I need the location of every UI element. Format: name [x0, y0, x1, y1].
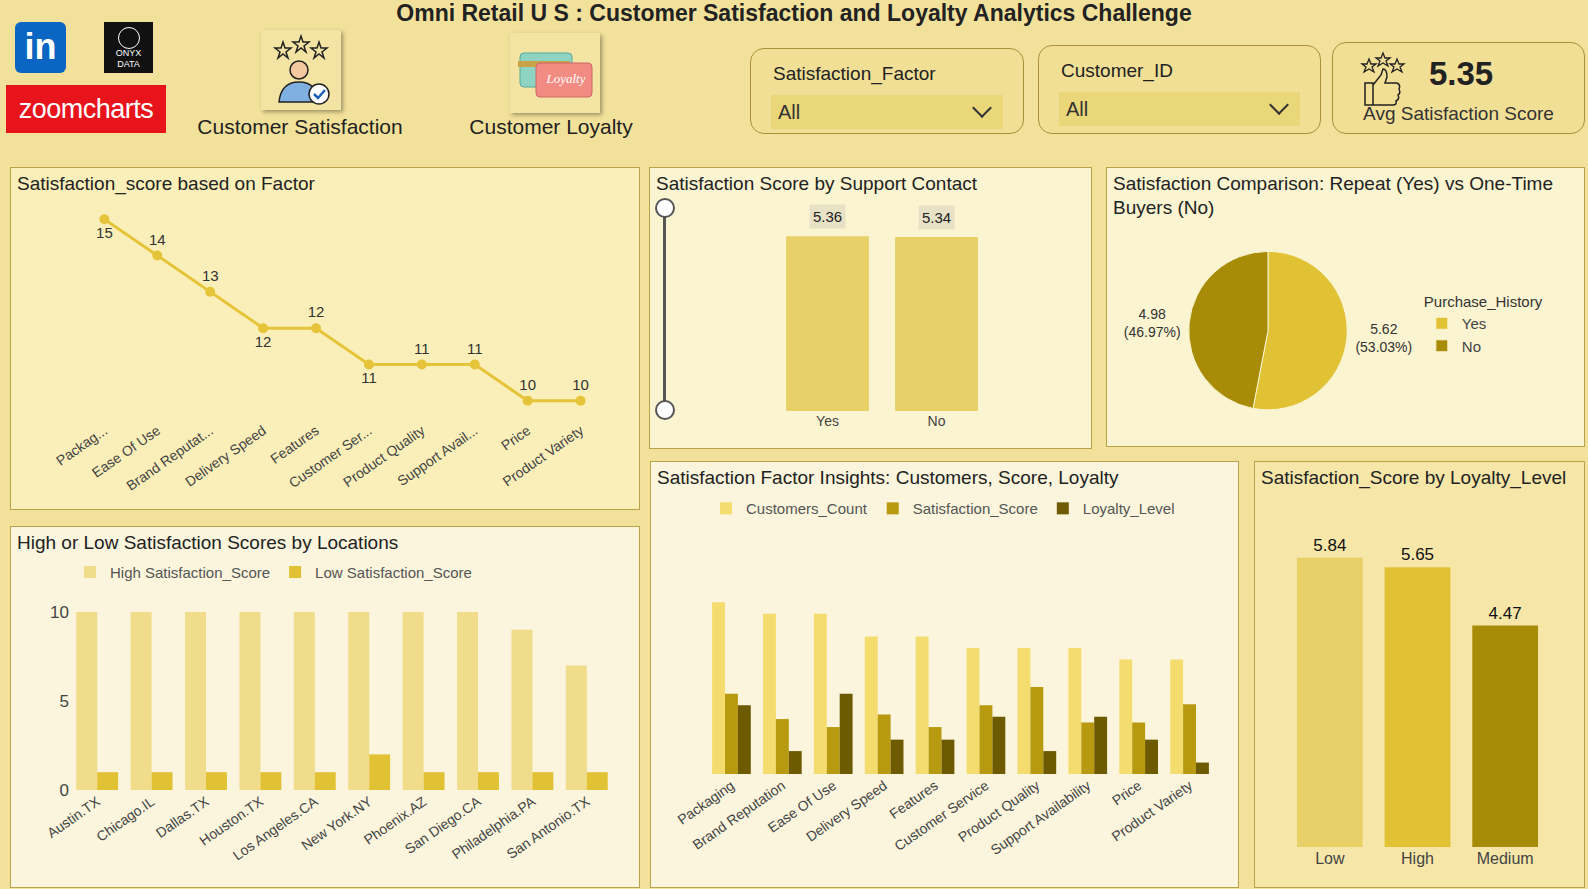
- svg-text:High: High: [1401, 850, 1434, 867]
- svg-text:Price: Price: [498, 422, 533, 454]
- svg-text:Packag...: Packag...: [53, 422, 110, 469]
- svg-text:5.62(53.03%): 5.62(53.03%): [1355, 321, 1412, 355]
- html-text:Satisfaction Score by Support: Satisfaction Score by Support Contact: [656, 173, 978, 194]
- svg-text:Yes: Yes: [1462, 315, 1486, 332]
- svg-text:11: 11: [361, 369, 377, 386]
- svg-text:12: 12: [308, 303, 325, 320]
- svg-text:Support Avail...: Support Avail...: [394, 422, 480, 489]
- svg-text:Customer Service: Customer Service: [891, 777, 991, 854]
- svg-text:10: 10: [519, 376, 536, 393]
- svg-text:Low Satisfaction_Score: Low Satisfaction_Score: [315, 564, 472, 581]
- svg-text:Loyalty_Level: Loyalty_Level: [1083, 500, 1175, 517]
- svg-text:Dallas.TX: Dallas.TX: [153, 793, 212, 841]
- svg-text:5.65: 5.65: [1401, 545, 1434, 564]
- svg-text:Price: Price: [1109, 777, 1144, 809]
- svg-text:Philadelphia.PA: Philadelphia.PA: [449, 793, 539, 863]
- svg-text:15: 15: [96, 224, 113, 241]
- svg-text:Customer Ser...: Customer Ser...: [286, 422, 375, 491]
- svg-text:12: 12: [255, 333, 272, 350]
- svg-text:10: 10: [572, 376, 589, 393]
- html-text:Omni Retail U S : Customer Sat: Omni Retail U S : Customer Satisfaction …: [396, 0, 1192, 26]
- svg-text:4.47: 4.47: [1489, 604, 1522, 623]
- svg-text:Delivery Speed: Delivery Speed: [803, 777, 890, 845]
- html-text:All: All: [778, 101, 801, 123]
- svg-text:11: 11: [414, 340, 430, 357]
- svg-text:Features: Features: [267, 422, 321, 467]
- svg-text:Satisfaction_Score: Satisfaction_Score: [913, 500, 1038, 517]
- svg-text:5: 5: [60, 692, 69, 711]
- svg-text:Medium: Medium: [1477, 850, 1534, 867]
- svg-text:0: 0: [60, 781, 69, 800]
- svg-text:San Antonio.TX: San Antonio.TX: [504, 793, 593, 862]
- html-text:High or Low Satisfaction Score: High or Low Satisfaction Scores by Locat…: [17, 532, 399, 553]
- svg-text:5.36: 5.36: [813, 208, 842, 225]
- svg-text:High Satisfaction_Score: High Satisfaction_Score: [110, 564, 270, 581]
- svg-text:Product Variety: Product Variety: [500, 422, 587, 489]
- svg-text:Brand Reputation: Brand Reputation: [690, 777, 788, 853]
- svg-text:No: No: [928, 413, 946, 429]
- svg-text:Houston.TX: Houston.TX: [196, 793, 266, 849]
- html-text:Satisfaction Comparison: Repea: Satisfaction Comparison: Repeat (Yes) vs…: [1113, 173, 1553, 218]
- svg-text:San Diego.CA: San Diego.CA: [402, 793, 484, 857]
- html-text:Satisfaction_score based on Fa: Satisfaction_score based on Factor: [17, 173, 315, 194]
- svg-text:Chicago.IL: Chicago.IL: [93, 793, 157, 845]
- html-text:ONYX DATA: ONYX DATA: [115, 48, 142, 69]
- html-text:Satisfaction_Factor: Satisfaction_Factor: [773, 63, 936, 84]
- svg-text:No: No: [1462, 338, 1481, 355]
- html-text:Customer Loyalty: Customer Loyalty: [469, 115, 633, 138]
- svg-text:Austin.TX: Austin.TX: [44, 793, 103, 841]
- html-text:Loyalty: Loyalty: [546, 71, 586, 86]
- svg-text:Ease Of Use: Ease Of Use: [89, 422, 163, 481]
- svg-text:Phoenix.AZ: Phoenix.AZ: [361, 793, 430, 848]
- svg-text:Customers_Count: Customers_Count: [746, 500, 868, 517]
- svg-text:Los Angeles.CA: Los Angeles.CA: [230, 793, 321, 864]
- svg-text:10: 10: [50, 603, 69, 622]
- svg-text:Low: Low: [1315, 850, 1345, 867]
- svg-text:New York.NY: New York.NY: [298, 793, 375, 854]
- html-text:Avg Satisfaction Score: Avg Satisfaction Score: [1363, 103, 1554, 124]
- svg-text:Product Quality: Product Quality: [955, 777, 1043, 845]
- html-text:Customer_ID: Customer_ID: [1061, 60, 1173, 81]
- svg-text:Yes: Yes: [816, 413, 839, 429]
- svg-text:14: 14: [149, 231, 166, 248]
- svg-text:5.84: 5.84: [1313, 536, 1346, 555]
- svg-text:Delivery Speed: Delivery Speed: [182, 422, 269, 490]
- svg-text:4.98(46.97%): 4.98(46.97%): [1124, 306, 1181, 340]
- svg-text:Brand Reputat...: Brand Reputat...: [123, 422, 216, 494]
- svg-text:Product Quality: Product Quality: [340, 422, 428, 490]
- html-text:Customer Satisfaction: Customer Satisfaction: [197, 115, 403, 138]
- html-text:Satisfaction_Score by Loyalty_: Satisfaction_Score by Loyalty_Level: [1261, 467, 1567, 488]
- html-text:Satisfaction Factor Insights:: Satisfaction Factor Insights: Customers,…: [657, 467, 1119, 488]
- svg-text:13: 13: [202, 267, 219, 284]
- svg-text:Features: Features: [886, 777, 940, 822]
- html-text:in: in: [24, 26, 57, 67]
- svg-text:Product Variety: Product Variety: [1109, 777, 1196, 844]
- html-text:All: All: [1066, 98, 1089, 120]
- svg-text:Purchase_History: Purchase_History: [1424, 293, 1543, 310]
- svg-text:Support Availability: Support Availability: [988, 777, 1094, 858]
- svg-text:Ease Of Use: Ease Of Use: [765, 777, 839, 836]
- svg-text:11: 11: [467, 340, 483, 357]
- html-text:5.35: 5.35: [1429, 55, 1494, 92]
- svg-text:Packaging: Packaging: [674, 777, 737, 828]
- html-text:zoomcharts: zoomcharts: [18, 94, 154, 124]
- svg-text:5.34: 5.34: [922, 209, 951, 226]
